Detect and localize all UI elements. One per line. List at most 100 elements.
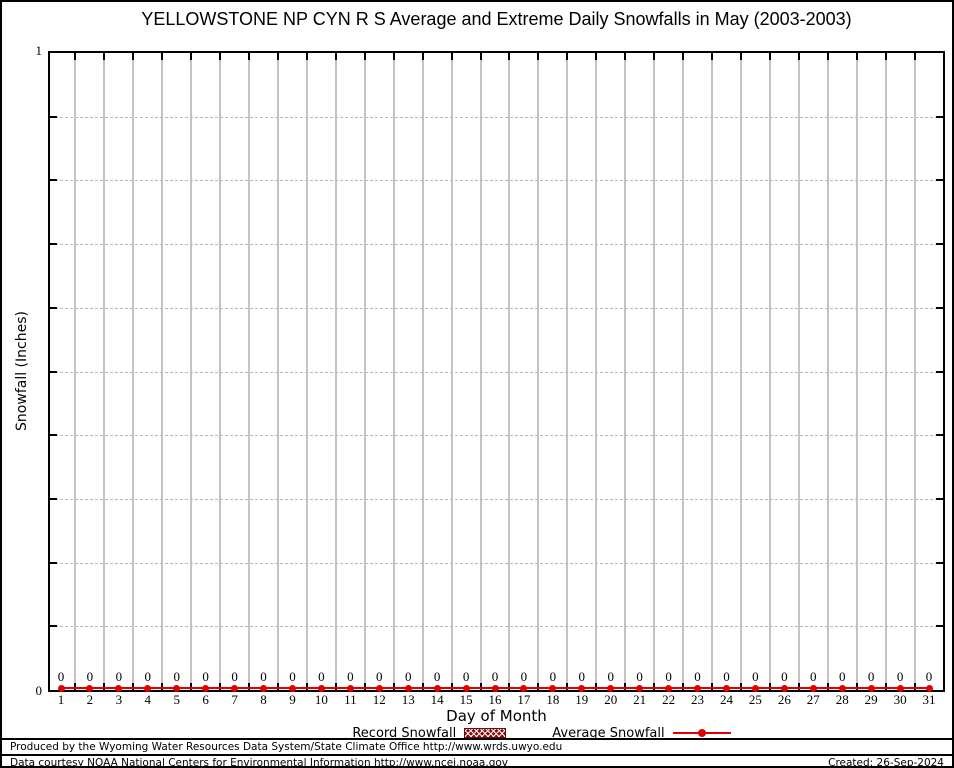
y-tick-left xyxy=(50,115,57,118)
x-tick-bottom xyxy=(595,683,598,690)
value-label: 0 xyxy=(347,669,354,684)
x-tick-bottom xyxy=(450,683,453,690)
y-tick-right xyxy=(936,370,943,373)
data-point-marker xyxy=(317,684,325,692)
x-tick-label: 22 xyxy=(662,692,676,707)
value-label: 0 xyxy=(433,669,441,684)
y-axis-label: Snowfall (Inches) xyxy=(14,311,30,431)
data-point-marker xyxy=(288,684,296,692)
x-tick-bottom xyxy=(566,683,569,690)
y-tick-left xyxy=(50,306,57,309)
x-tick-label: 9 xyxy=(289,692,296,707)
data-point-marker xyxy=(491,684,499,692)
x-tick-bottom xyxy=(884,683,887,690)
value-label: 0 xyxy=(810,669,817,684)
x-tick-bottom xyxy=(508,683,511,690)
value-label: 0 xyxy=(694,669,701,684)
x-tick-bottom xyxy=(653,683,656,690)
data-point-marker xyxy=(867,684,875,692)
x-tick-bottom xyxy=(248,683,251,690)
x-tick-label: 6 xyxy=(202,692,209,707)
value-label: 0 xyxy=(491,669,499,684)
value-label: 0 xyxy=(260,669,267,684)
x-tick-bottom xyxy=(739,683,742,690)
horizontal-gridline xyxy=(50,435,943,437)
value-label: 0 xyxy=(896,669,904,684)
value-label: 0 xyxy=(520,669,528,684)
x-tick-top xyxy=(190,53,193,60)
x-tick-label: 15 xyxy=(459,692,473,707)
data-point-marker xyxy=(838,684,846,692)
x-tick-bottom xyxy=(682,683,685,690)
x-tick-top xyxy=(595,53,598,60)
x-tick-label: 7 xyxy=(231,692,238,707)
x-tick-top xyxy=(797,53,800,60)
x-tick-bottom xyxy=(711,683,713,690)
horizontal-gridline xyxy=(50,626,943,628)
x-tick-top xyxy=(334,53,337,60)
x-tick-top xyxy=(508,53,511,60)
y-tick-right xyxy=(936,115,943,118)
x-tick-top xyxy=(711,53,713,60)
x-tick-top xyxy=(392,53,395,60)
x-tick-label: 1 xyxy=(57,692,65,707)
footer-divider-bottom xyxy=(2,754,952,756)
x-tick-top xyxy=(826,53,829,60)
y-tick-label-min: 0 xyxy=(35,683,43,698)
legend-record-label: Record Snowfall xyxy=(352,725,457,741)
x-tick-label: 10 xyxy=(314,692,328,707)
value-label: 0 xyxy=(318,669,325,684)
data-point-marker xyxy=(809,684,817,692)
y-tick-left xyxy=(50,370,57,373)
x-tick-top xyxy=(161,53,164,60)
x-tick-bottom xyxy=(768,683,771,690)
data-point-marker xyxy=(86,684,94,692)
data-point-marker xyxy=(260,684,268,692)
data-point-marker xyxy=(57,684,65,692)
x-tick-top xyxy=(277,53,279,60)
y-tick-left xyxy=(50,179,57,182)
x-tick-bottom xyxy=(74,683,77,690)
data-point-marker xyxy=(144,684,152,692)
x-tick-top xyxy=(363,53,366,60)
x-tick-bottom xyxy=(826,683,829,690)
x-tick-label: 19 xyxy=(575,692,589,707)
footer-created-date: Created: 26-Sep-2024 xyxy=(828,757,944,768)
data-point-marker xyxy=(346,684,354,692)
x-tick-label: 27 xyxy=(806,692,820,707)
horizontal-gridline xyxy=(50,498,943,500)
data-point-marker xyxy=(202,684,210,692)
x-tick-bottom xyxy=(421,683,424,690)
value-label: 0 xyxy=(202,669,209,684)
data-point-marker xyxy=(115,684,123,692)
y-tick-right xyxy=(936,434,943,437)
x-tick-label: 13 xyxy=(401,692,415,707)
x-tick-top xyxy=(479,53,482,60)
x-tick-label: 5 xyxy=(173,692,180,707)
x-tick-bottom xyxy=(855,683,858,690)
chart-legend: Record Snowfall Average Snowfall xyxy=(93,724,952,742)
x-tick-top xyxy=(624,53,627,60)
value-label: 0 xyxy=(404,669,412,684)
data-point-marker xyxy=(231,684,239,692)
x-tick-top xyxy=(132,53,135,60)
x-tick-label: 28 xyxy=(835,692,849,707)
value-label: 0 xyxy=(838,669,846,684)
data-point-marker xyxy=(925,684,933,692)
data-point-marker xyxy=(665,684,673,692)
footer-data-courtesy: Data courtesy NOAA National Centers for … xyxy=(10,757,509,768)
y-tick-right xyxy=(936,561,943,564)
data-point-marker xyxy=(780,684,788,692)
x-tick-bottom xyxy=(913,683,916,690)
x-tick-label: 17 xyxy=(517,692,531,707)
x-tick-bottom xyxy=(334,683,337,690)
value-label: 0 xyxy=(867,669,875,684)
x-tick-label: 30 xyxy=(893,692,907,707)
data-point-marker xyxy=(520,684,528,692)
x-tick-top xyxy=(74,53,77,60)
data-point-marker xyxy=(549,684,557,692)
value-label: 0 xyxy=(636,669,643,684)
value-label: 0 xyxy=(86,669,94,684)
x-tick-bottom xyxy=(479,683,482,690)
